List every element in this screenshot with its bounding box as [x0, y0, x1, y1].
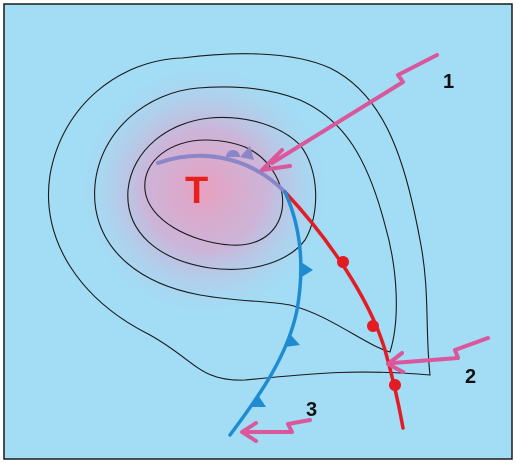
warm-front: [283, 190, 405, 430]
isobar-1: [144, 139, 284, 246]
occluded-front-line: [156, 153, 287, 194]
wind-arrow-2-head: [386, 351, 405, 374]
warm-front-bump: [367, 320, 379, 332]
wind-arrow-1-shaft: [270, 53, 439, 165]
arrow-3-label: 3: [306, 399, 317, 421]
arrow-2-label: 2: [465, 366, 476, 388]
cold-front-triangle: [252, 395, 266, 407]
wind-arrow-3: [240, 418, 312, 443]
warm-front-bump: [337, 256, 349, 268]
wind-arrow-1-head: [260, 148, 292, 172]
wind-arrow-1: [260, 53, 439, 172]
occluded-front-semicircle: [226, 150, 240, 157]
wind-arrow-2: [386, 336, 490, 374]
cold-front-triangle: [285, 333, 300, 347]
warm-front-line: [283, 190, 405, 430]
isobar-outer: [48, 53, 431, 381]
wind-arrow-3-shaft: [244, 418, 312, 434]
cold-front-line: [228, 190, 303, 437]
occluded-front-triangle: [240, 146, 254, 160]
occluded-front: [156, 146, 287, 194]
isobar-3: [94, 86, 397, 353]
arrow-1-label: 1: [443, 71, 454, 93]
warm-front-bump: [389, 379, 401, 391]
cold-front: [228, 190, 313, 437]
cold-front-triangle: [300, 262, 313, 278]
wind-arrow-3-head: [240, 421, 258, 443]
low-pressure-glow: [40, 45, 370, 335]
wind-arrows: [240, 53, 490, 443]
low-pressure-label: T: [185, 170, 208, 212]
wind-arrow-2-shaft: [391, 336, 490, 365]
